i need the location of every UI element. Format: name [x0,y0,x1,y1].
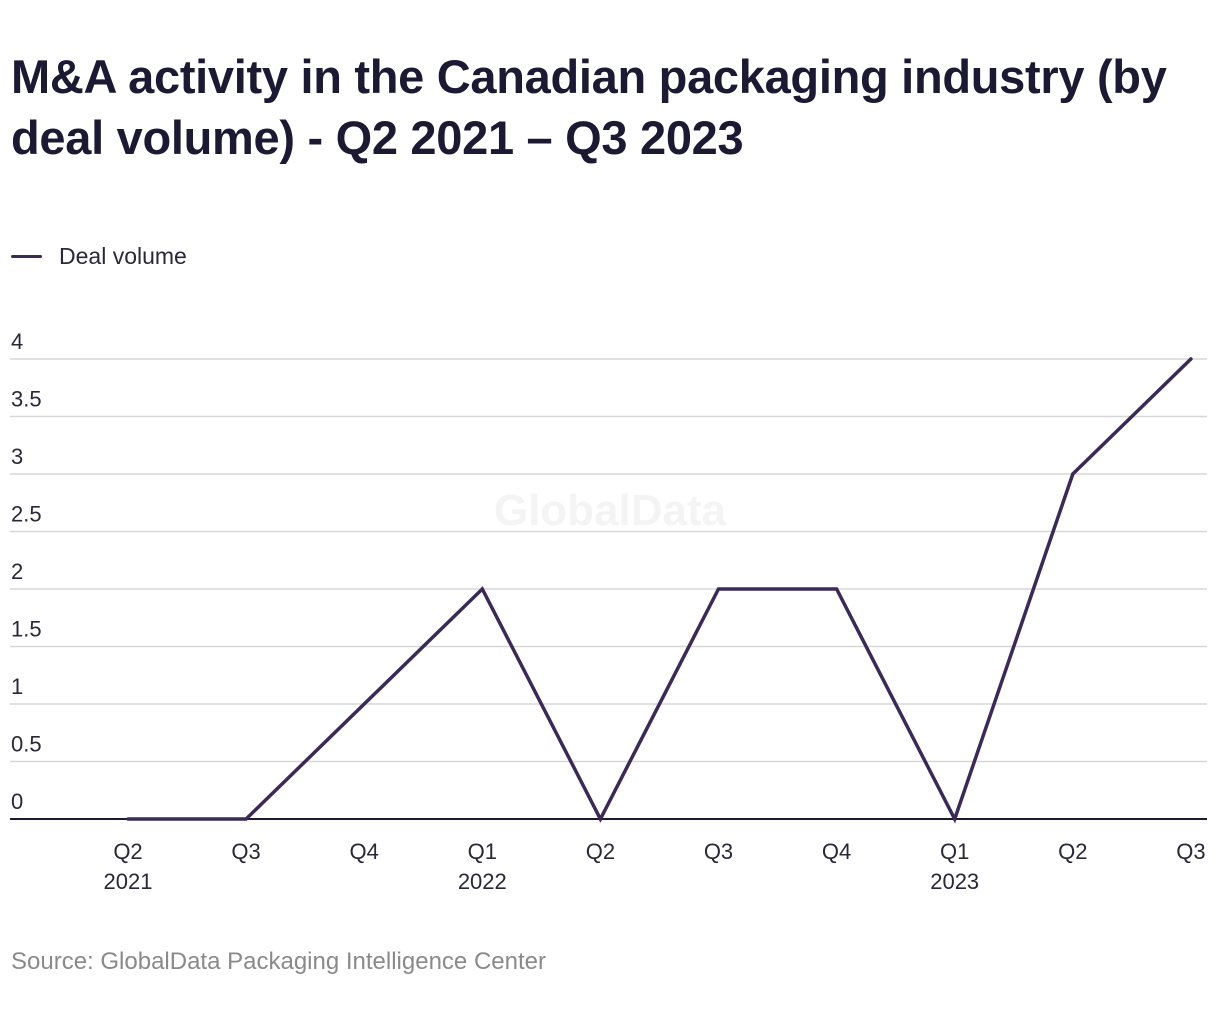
data-point [953,817,957,821]
y-tick-label: 2.5 [11,502,42,527]
watermark: GlobalData [494,486,727,535]
source-note: Source: GlobalData Packaging Intelligenc… [11,948,546,975]
data-point [480,587,484,591]
data-point [598,817,602,821]
x-tick-year-label: 2022 [458,869,507,894]
y-tick-label: 3 [11,444,23,469]
series-line-deal-volume [126,357,1193,824]
data-point [1071,472,1075,476]
data-point [126,817,130,821]
x-tick-label: Q3 [231,839,260,864]
y-tick-label: 3.5 [11,387,42,412]
x-tick-label: Q2 [1058,839,1087,864]
x-tick-label: Q2 [586,839,615,864]
chart-title: M&A activity in the Canadian packaging i… [11,50,1167,164]
x-tick-label: Q3 [1176,839,1205,864]
legend: Deal volume [11,243,187,270]
x-tick-label: Q3 [704,839,733,864]
data-point [1189,357,1193,361]
data-point [362,702,366,706]
data-point [835,587,839,591]
x-tick-label: Q1 [468,839,497,864]
y-tick-label: 0 [11,789,23,814]
data-point [244,817,248,821]
data-point [717,587,720,591]
x-tick-label: Q4 [822,839,851,864]
y-tick-label: 2 [11,559,23,584]
x-tick-label: Q1 [940,839,969,864]
legend-swatch [11,255,42,258]
y-tick-label: 1.5 [11,617,42,642]
y-tick-label: 0.5 [11,732,42,757]
x-tick-year-label: 2021 [104,869,153,894]
legend-label-deal-volume: Deal volume [59,243,187,269]
x-tick-year-label: 2023 [930,869,979,894]
line-chart: GlobalData 0 0.5 1 1.5 2 2.5 3 3.5 4 Q2 2021 Q3 Q4 Q1 2… [10,329,1207,894]
y-tick-label: 4 [11,329,23,354]
x-tick-label: Q4 [350,839,379,864]
y-tick-label: 1 [11,674,23,699]
x-tick-label: Q2 [113,839,142,864]
